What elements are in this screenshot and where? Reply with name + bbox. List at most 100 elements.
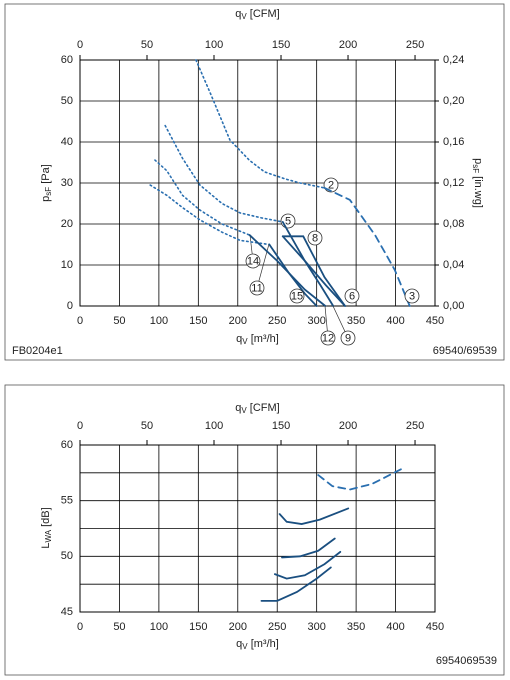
x-axis-label: qV [m³/h] — [236, 333, 279, 346]
x2-tick-label: 50 — [141, 39, 153, 51]
curve-label-circle — [307, 230, 323, 246]
curve — [268, 243, 318, 307]
x2-tick-label: 100 — [205, 39, 223, 51]
y-tick-label: 50 — [61, 95, 73, 107]
curve — [281, 221, 335, 307]
curve — [164, 124, 284, 223]
x-tick-label: 150 — [189, 315, 207, 327]
y-axis-label-unit: [dB] — [40, 507, 52, 530]
y-axis-label-unit: [Pa] — [40, 164, 52, 187]
x-tick-label: 300 — [307, 621, 325, 633]
plot-border — [79, 444, 436, 613]
x2-axis-label-sub: V — [241, 12, 247, 21]
curve — [195, 59, 326, 189]
y2-tick-label: 0,12 — [443, 177, 464, 189]
x-tick-label: 350 — [347, 315, 365, 327]
x-axis-label-sub: V — [242, 337, 248, 346]
curve — [278, 507, 350, 525]
y-axis-label-main: p — [40, 196, 52, 202]
y-tick-label: 20 — [61, 218, 73, 230]
curve-label: 6 — [349, 290, 355, 302]
x2-axis-label-main: q — [235, 402, 241, 414]
curve-label: 8 — [312, 232, 318, 244]
y-tick-label: 30 — [61, 177, 73, 189]
y-tick-label: 55 — [61, 495, 73, 507]
x-axis-label: qV [m³/h] — [236, 638, 279, 651]
x2-tick-label: 100 — [205, 420, 223, 432]
y2-tick-label: 0,16 — [443, 136, 464, 148]
x-tick-label: 200 — [229, 621, 247, 633]
curve — [273, 550, 342, 580]
y-axis-label: LWA [dB] — [40, 507, 53, 548]
y2-axis-label-sub: sF — [471, 164, 480, 173]
x-tick-label: 200 — [229, 315, 247, 327]
curve — [281, 537, 336, 559]
y2-axis-label-main: p — [472, 158, 484, 164]
chart-frame — [4, 384, 505, 676]
curve-label-circle — [289, 288, 305, 304]
x2-tick-label: 250 — [406, 39, 424, 51]
x-tick-label: 250 — [268, 315, 286, 327]
y-tick-label: 60 — [61, 439, 73, 451]
x-axis-label-unit: [m³/h] — [248, 333, 279, 345]
y2-tick-label: 0,00 — [443, 300, 464, 312]
y-tick-label: 60 — [61, 54, 73, 66]
curve — [260, 566, 332, 602]
x-tick-label: 350 — [347, 621, 365, 633]
curve — [149, 184, 271, 246]
x2-tick-label: 200 — [339, 39, 357, 51]
x2-axis-label-main: q — [235, 8, 241, 20]
x-axis-label-main: q — [236, 638, 242, 650]
x2-tick-label: 50 — [141, 420, 153, 432]
x-tick-label: 50 — [113, 315, 125, 327]
curve — [323, 187, 411, 307]
x-tick-label: 100 — [150, 315, 168, 327]
y2-axis-label-unit: [in.wg] — [472, 173, 484, 208]
y2-tick-label: 0,24 — [443, 54, 464, 66]
curve-label-circle — [344, 288, 360, 304]
x-tick-label: 100 — [150, 621, 168, 633]
x2-tick-label: 200 — [339, 420, 357, 432]
y-tick-label: 10 — [61, 259, 73, 271]
x2-axis-label: qV [CFM] — [235, 402, 279, 415]
x2-axis-label-sub: V — [241, 406, 247, 415]
x-tick-label: 400 — [386, 315, 404, 327]
y-tick-label: 0 — [67, 300, 73, 312]
curve — [281, 235, 346, 307]
y-tick-label: 50 — [61, 550, 73, 562]
y-tick-label: 45 — [61, 606, 73, 618]
curve-label: 3 — [409, 290, 415, 302]
x-tick-label: 50 — [113, 621, 125, 633]
x2-tick-label: 0 — [77, 420, 83, 432]
x-axis-label-unit: [m³/h] — [248, 638, 279, 650]
x2-tick-label: 250 — [406, 420, 424, 432]
footer-right: 69540/69539 — [433, 345, 497, 357]
curve-label-circle — [245, 253, 261, 269]
y-axis-label: psF [Pa] — [40, 164, 53, 202]
y2-tick-label: 0,20 — [443, 95, 464, 107]
curve — [154, 159, 251, 236]
curve-label-circle — [249, 280, 265, 296]
y-axis-label-main: L — [40, 543, 52, 549]
curve — [317, 466, 406, 491]
y2-tick-label: 0,04 — [443, 259, 464, 271]
x-tick-label: 250 — [268, 621, 286, 633]
curve-label: 5 — [285, 215, 291, 227]
x2-axis-label-unit: [CFM] — [247, 8, 280, 20]
x-tick-label: 450 — [426, 621, 444, 633]
curve-label: 15 — [291, 290, 303, 302]
curve-label-circle — [340, 330, 356, 346]
curve-label-circle — [404, 288, 420, 304]
x2-tick-label: 0 — [77, 39, 83, 51]
x-tick-label: 450 — [426, 315, 444, 327]
x-tick-label: 150 — [189, 621, 207, 633]
x-tick-label: 300 — [307, 315, 325, 327]
x2-axis-label: qV [CFM] — [235, 8, 279, 21]
curve — [281, 235, 346, 307]
footer-right: 6954069539 — [436, 655, 497, 667]
x2-axis-label-unit: [CFM] — [247, 402, 280, 414]
y2-tick-label: 0,08 — [443, 218, 464, 230]
x-tick-label: 0 — [77, 315, 83, 327]
curve-label: 2 — [328, 179, 334, 191]
